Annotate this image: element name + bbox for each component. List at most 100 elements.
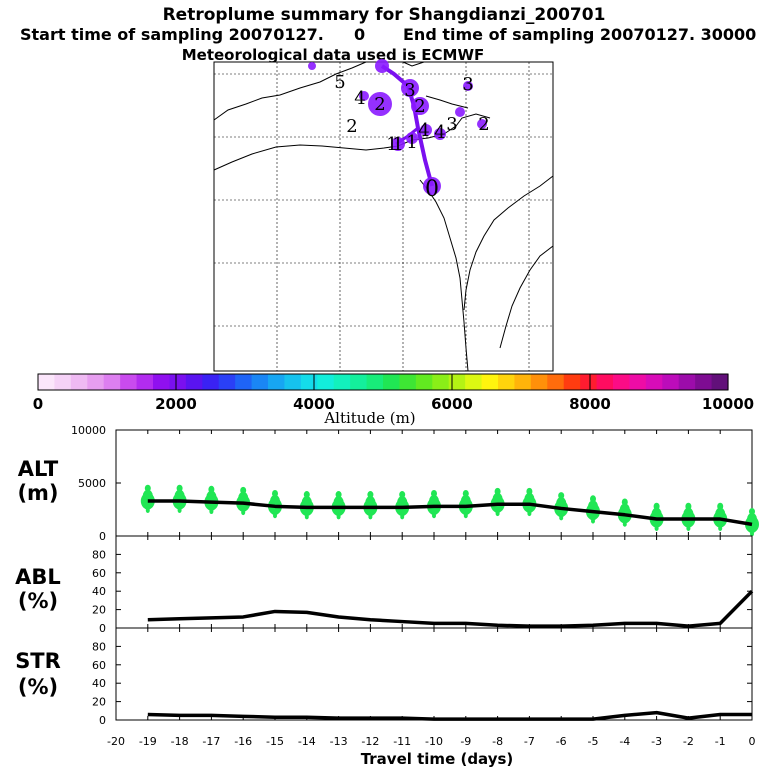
x-tick-label: -15: [266, 735, 284, 748]
map-marker-10: [463, 81, 473, 91]
series-line-str: [147, 710, 752, 721]
alt-scatter-point: [145, 508, 150, 513]
panel-frame: [115, 627, 753, 721]
colorbar-swatch: [629, 374, 647, 390]
x-axis-label: Travel time (days): [361, 750, 514, 768]
alt-scatter-point: [651, 507, 662, 520]
x-tick-label: -6: [556, 735, 567, 748]
alt-scatter-point: [399, 491, 406, 499]
map-day-label: 0: [425, 177, 439, 202]
y-tick-label: 0: [99, 714, 106, 727]
panel-alt: 0 5000 10000 ALT(m): [17, 424, 759, 543]
y-tick-label: 0: [99, 622, 106, 635]
colorbar-swatch: [547, 374, 565, 390]
alt-scatter-point: [685, 502, 692, 510]
map-day-label: 1: [392, 134, 403, 155]
alt-scatter-point: [400, 514, 405, 520]
map-marker-2: [401, 79, 419, 97]
series-line-alt: [147, 499, 753, 527]
colorbar-swatch: [300, 374, 318, 390]
alt-scatter-point: [429, 495, 439, 508]
colorbar-swatch: [481, 374, 499, 390]
colorbar-swatch: [120, 374, 138, 390]
alt-scatter-point: [335, 491, 342, 499]
alt-scatter-point: [302, 506, 311, 517]
alt-scatter-point: [206, 490, 217, 503]
alt-scatter-point: [492, 492, 503, 505]
colorbar-swatch: [169, 374, 187, 390]
x-tick-label: -20: [107, 735, 125, 748]
alt-scatter-point: [619, 503, 630, 516]
x-tick-label: -8: [492, 735, 503, 748]
alt-scatter-point: [144, 484, 151, 492]
map-marker-13: [308, 62, 316, 70]
alt-scatter-point: [241, 510, 246, 516]
colorbar-swatch: [662, 374, 680, 390]
colorbar-swatch: [596, 374, 614, 390]
colorbar-tick-label: 2000: [155, 395, 197, 413]
alt-scatter-point: [622, 521, 627, 527]
colorbar-swatch: [498, 374, 516, 390]
y-tick-label: 20: [92, 604, 106, 617]
alt-scatter-point: [304, 514, 309, 520]
colorbar-swatch: [153, 374, 171, 390]
x-tick-label: -16: [234, 735, 252, 748]
map-day-label: 3: [404, 80, 415, 101]
alt-scatter-point: [559, 515, 564, 521]
coastlines: [213, 61, 554, 372]
colorbar-swatch: [695, 374, 713, 390]
map-day-label: 2: [414, 96, 425, 117]
map-day-label: 4: [418, 120, 429, 141]
colorbar-swatch: [465, 374, 483, 390]
panel-frame: [115, 535, 753, 629]
x-tick-label: -19: [139, 735, 157, 748]
map-day-label: 3: [462, 74, 473, 95]
colorbar-swatch: [432, 374, 450, 390]
map-day-label: 5: [334, 72, 345, 93]
colorbar-swatch: [350, 374, 368, 390]
x-tick-label: -10: [425, 735, 443, 748]
map-day-label: 2: [346, 116, 357, 137]
alt-scatter-point: [463, 513, 468, 519]
panel-abl: 0 20 40 60 80 ABL(%): [15, 535, 754, 635]
colorbar-swatch: [185, 374, 203, 390]
map-marker-4: [375, 59, 389, 73]
colorbar-swatch: [317, 374, 335, 390]
x-tick-label: -3: [651, 735, 662, 748]
colorbar-swatch: [38, 374, 56, 390]
x-tick-label: -18: [171, 735, 189, 748]
colorbar-swatch: [366, 374, 384, 390]
map-marker-8: [420, 124, 432, 136]
alt-scatter-point: [718, 526, 723, 531]
colorbar-swatch: [202, 374, 220, 390]
alt-scatter-point: [526, 487, 533, 496]
y-tick-label: 5000: [78, 477, 106, 490]
y-tick-label: 0: [99, 530, 106, 543]
map-marker-11: [477, 119, 487, 129]
map-day-label: 4: [434, 122, 445, 143]
map-day-label: 3: [446, 114, 457, 135]
alt-scatter-point: [750, 531, 754, 537]
met-data-label: Meteorological data used is ECMWF: [182, 46, 485, 64]
alt-scatter-point: [431, 490, 437, 498]
x-tick-label: -1: [715, 735, 726, 748]
y-tick-label: 40: [92, 585, 106, 598]
alt-scatter-point: [558, 492, 565, 500]
alt-scatter-point: [556, 497, 567, 510]
alt-scatter-point: [398, 506, 407, 517]
alt-scatter-point: [209, 509, 214, 515]
y-tick-label: 60: [92, 659, 106, 672]
alt-scatter-point: [273, 513, 277, 519]
end-time-label: End time of sampling 20070127. 30000: [403, 25, 756, 44]
y-tick-label: 10000: [71, 424, 106, 437]
colorbar-swatch: [415, 374, 433, 390]
alt-scatter-point: [143, 500, 152, 511]
alt-scatter-point: [588, 500, 598, 513]
map-marker-9: [406, 132, 418, 144]
alt-scatter-point: [208, 485, 215, 493]
alt-scatter-point: [174, 489, 185, 502]
alt-scatter-point: [621, 498, 628, 506]
